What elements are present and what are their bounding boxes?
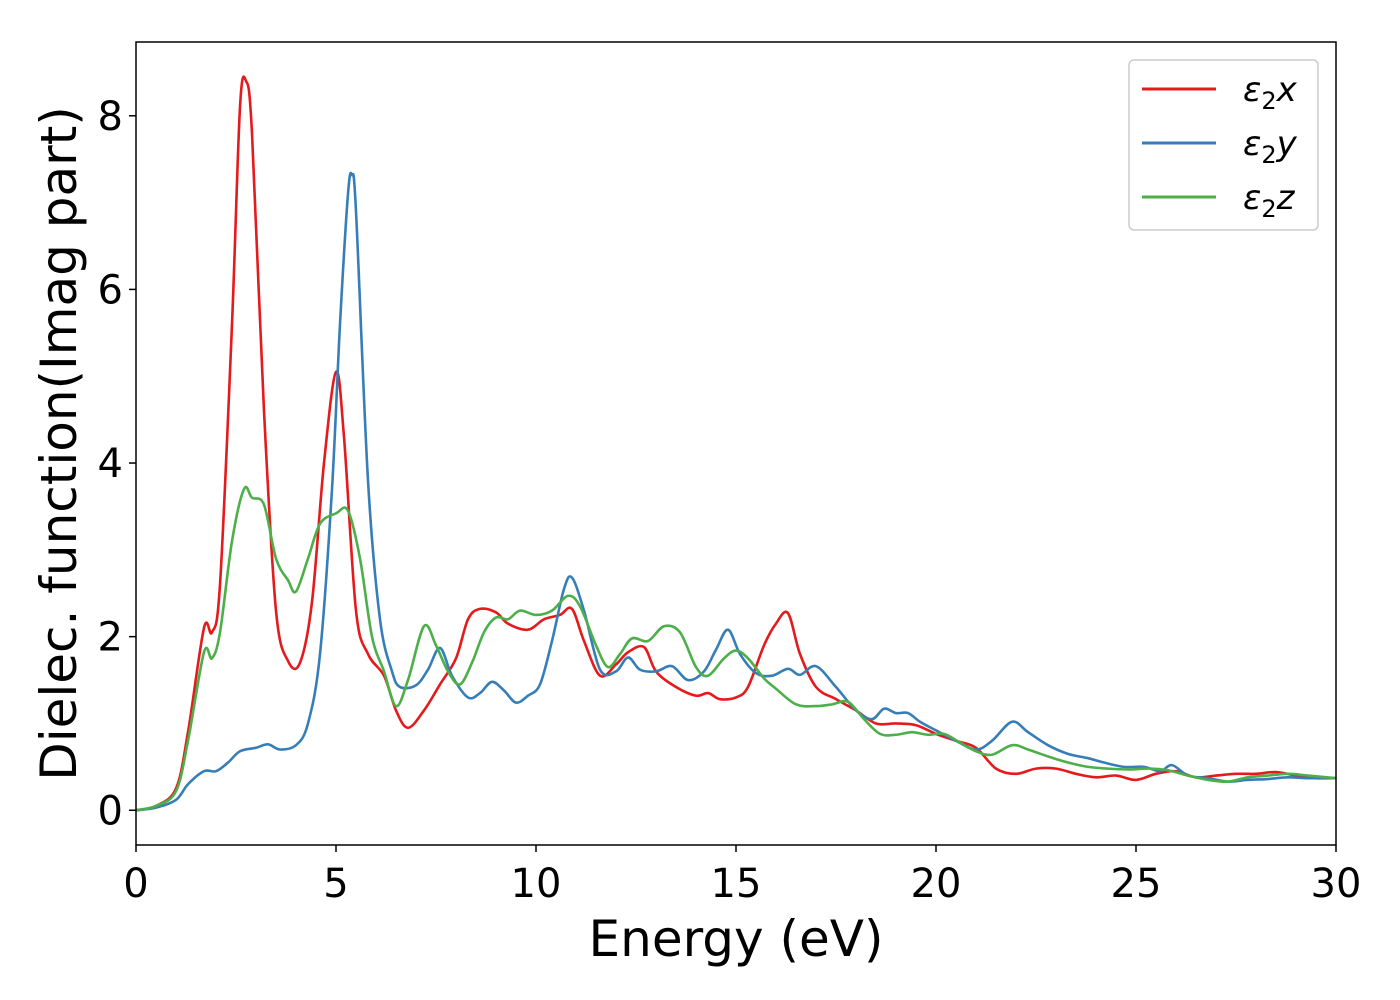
ticks-layer: 0 5 10 15 20 25 30 0 2 4 6 8	[98, 94, 1362, 907]
x-tick-label: 0	[123, 861, 148, 907]
x-axis-title: Energy (eV)	[589, 910, 884, 968]
series-line-x	[135, 75, 1337, 812]
series-line-y	[135, 171, 1337, 812]
legend-box	[1128, 59, 1319, 231]
x-tick-label: 30	[1311, 861, 1362, 907]
x-tick-label: 5	[323, 861, 348, 907]
legend-label-y: ε2y	[1243, 124, 1298, 169]
x-tick-label: 10	[511, 861, 562, 907]
y-tick-label: 6	[98, 267, 123, 313]
legend-label-z: ε2z	[1243, 178, 1296, 223]
x-tick-label: 25	[1111, 861, 1162, 907]
y-tick-label: 4	[98, 441, 123, 487]
y-tick-label: 0	[98, 788, 123, 834]
series-layer	[135, 75, 1337, 812]
legend: ε2x ε2y ε2z	[1128, 59, 1319, 231]
legend-label-x: ε2x	[1243, 70, 1298, 115]
x-tick-label: 15	[711, 861, 762, 907]
y-tick-label: 8	[98, 94, 123, 140]
x-tick-label: 20	[911, 861, 962, 907]
series-line-z	[135, 485, 1337, 812]
y-tick-label: 2	[98, 615, 123, 661]
y-axis-title: Dielec. function(Imag part)	[30, 106, 88, 781]
